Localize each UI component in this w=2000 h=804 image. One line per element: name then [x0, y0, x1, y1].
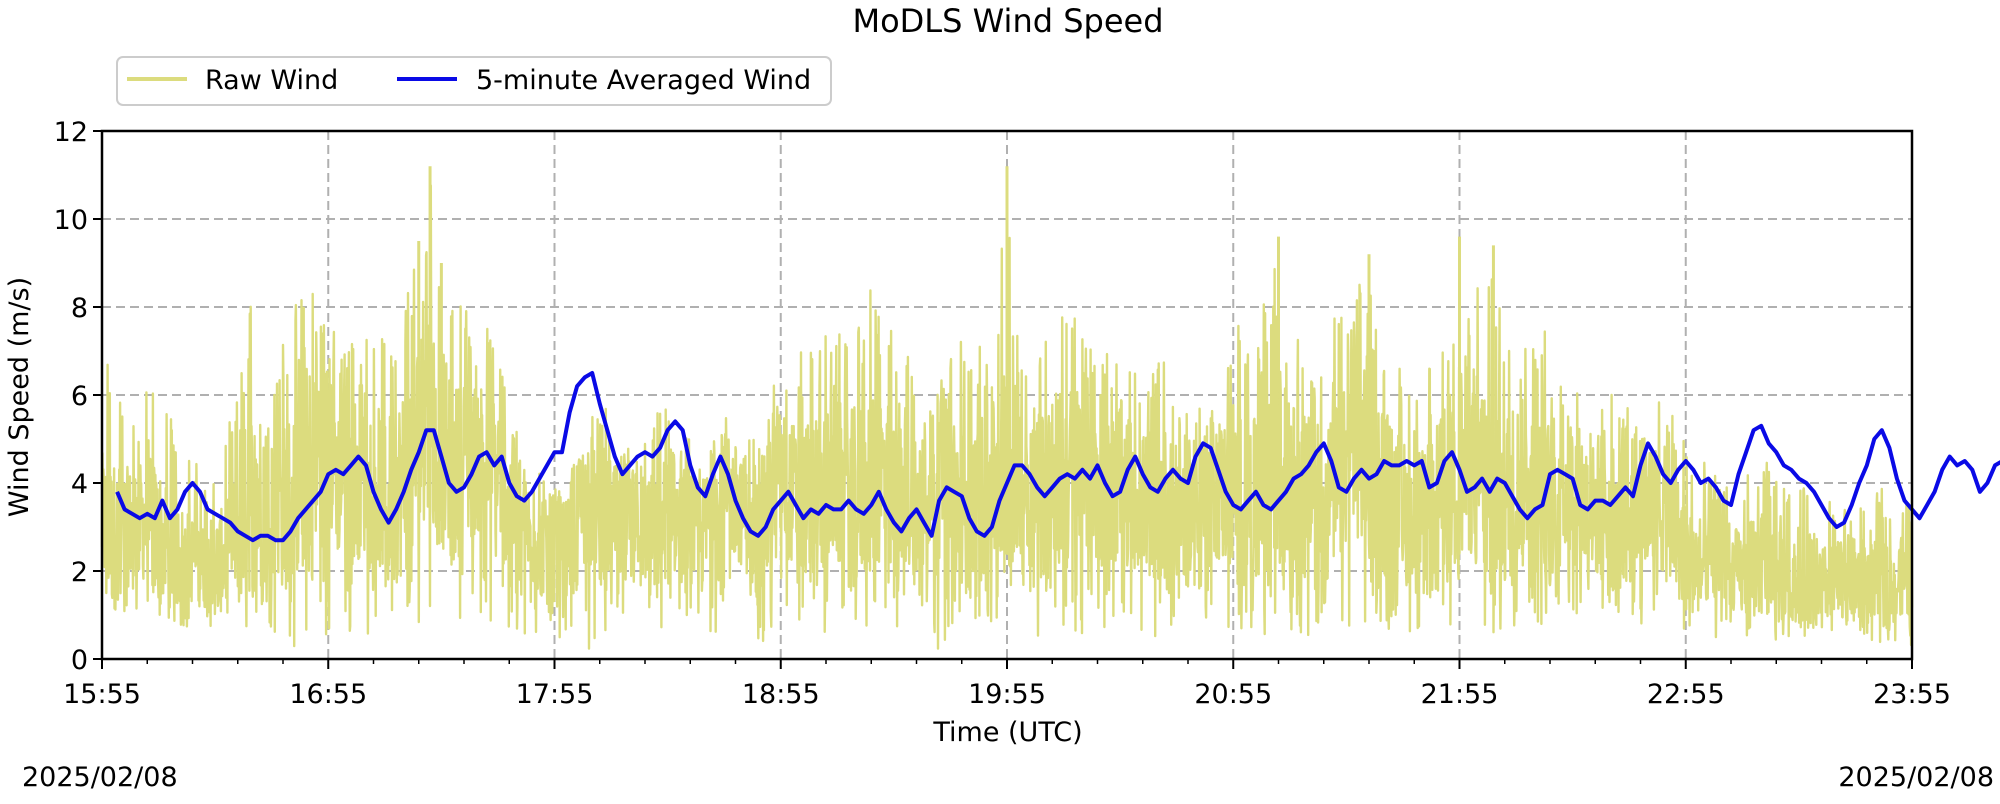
x-tick-label: 17:55: [516, 679, 594, 710]
y-tick-label: 0: [71, 645, 88, 676]
legend-box: [116, 56, 832, 106]
series-averaged-wind: [115, 371, 2000, 543]
x-tick-label: 20:55: [1194, 679, 1272, 710]
x-axis-ticks: 15:55 16:55 17:55 18:55 19:55 20:55 21:55 22:55…: [63, 659, 1951, 710]
date-label-right: 2025/02/08: [1838, 762, 1994, 793]
x-tick-label: 16:55: [289, 679, 367, 710]
y-tick-label: 12: [54, 117, 88, 148]
x-tick-label: 22:55: [1647, 679, 1725, 710]
raw-wind-line: [100, 184, 1914, 650]
legend-label-averaged-wind: 5-minute Averaged Wind: [476, 65, 811, 96]
x-tick-label: 21:55: [1421, 679, 1499, 710]
x-tick-label: 23:55: [1873, 679, 1951, 710]
y-tick-label: 8: [71, 293, 88, 324]
x-tick-label: 15:55: [63, 679, 141, 710]
y-tick-label: 6: [71, 381, 88, 412]
y-axis-label: Wind Speed (m/s): [4, 277, 35, 517]
y-tick-label: 10: [54, 205, 88, 236]
x-axis-label: Time (UTC): [932, 717, 1082, 748]
chart-title: MoDLS Wind Speed: [852, 2, 1163, 40]
y-axis-ticks: 0 2 4 6 8 10 12: [54, 117, 102, 676]
date-label-left: 2025/02/08: [22, 762, 178, 793]
averaged-wind-line: [115, 371, 2000, 543]
legend: Raw Wind 5-minute Averaged Wind: [116, 56, 832, 106]
y-tick-label: 4: [71, 469, 88, 500]
x-tick-label: 19:55: [968, 679, 1046, 710]
legend-label-raw-wind: Raw Wind: [205, 65, 338, 96]
x-tick-label: 18:55: [742, 679, 820, 710]
y-tick-label: 2: [71, 557, 88, 588]
series-raw-wind: [100, 166, 1914, 650]
